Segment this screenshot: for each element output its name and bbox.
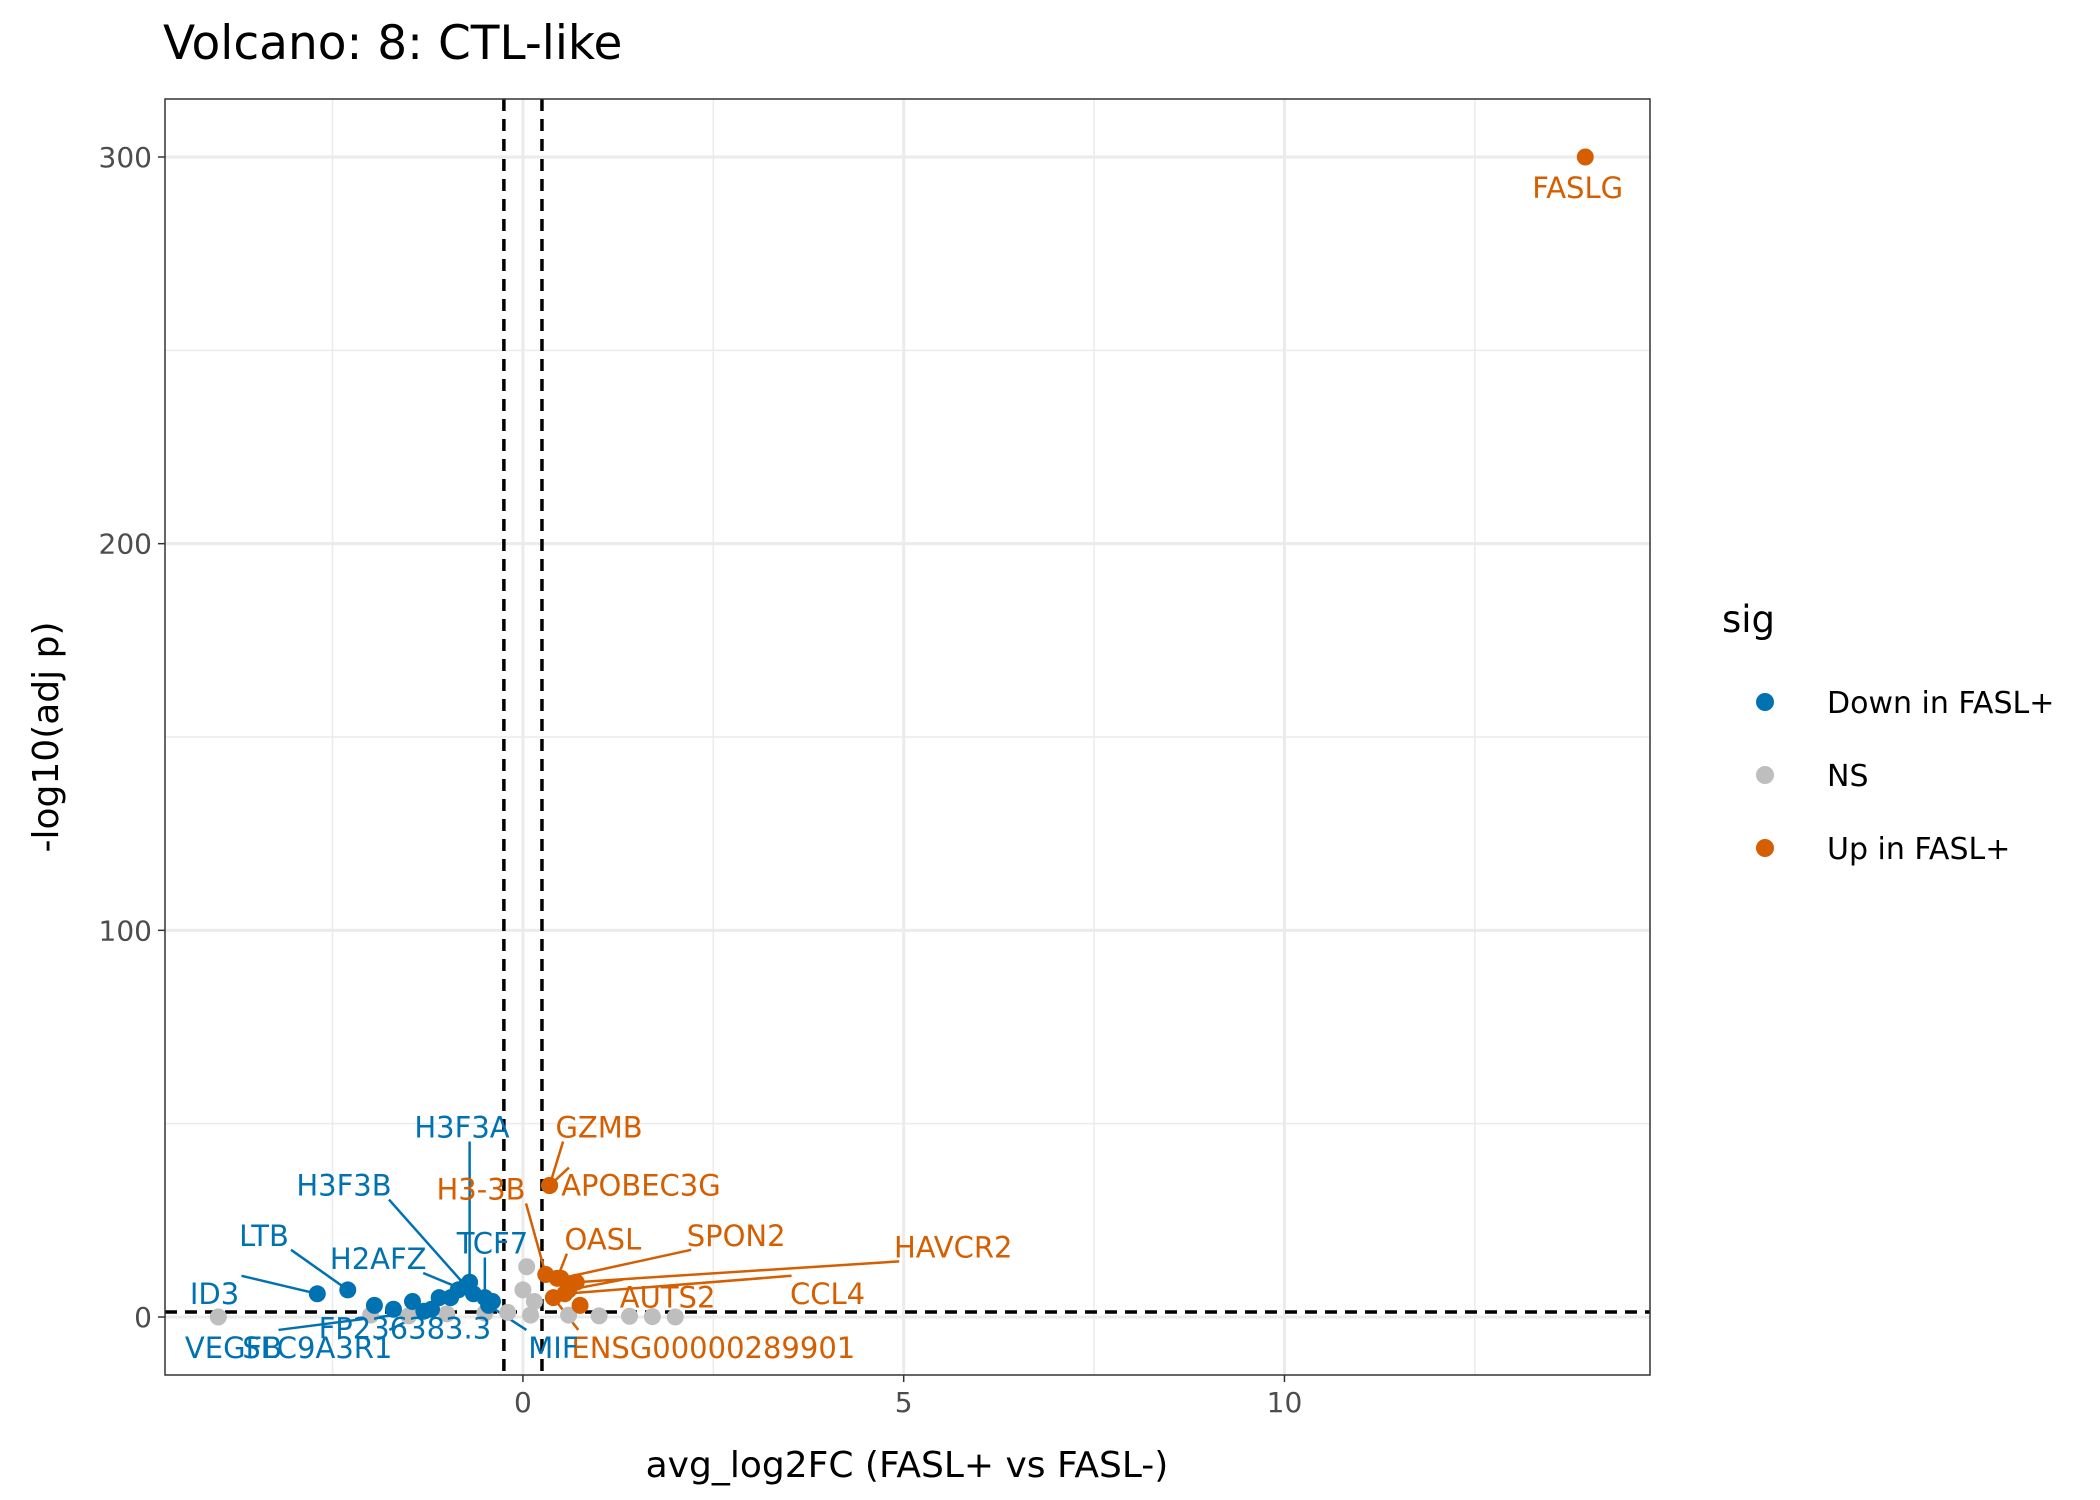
legend-label: NS: [1827, 759, 1868, 794]
gene-label: H2AFZ: [330, 1242, 427, 1276]
minor-gridlines: [165, 99, 1650, 1375]
gene-label: FP236383.3: [319, 1312, 492, 1346]
gene-label: ID3: [190, 1277, 239, 1311]
data-point-down: [308, 1285, 326, 1303]
plot-border: [164, 98, 1651, 1376]
data-point-ns: [560, 1306, 578, 1324]
gene-label: H3-3B: [436, 1172, 525, 1206]
gene-label: GZMB: [555, 1111, 642, 1145]
data-point-ns: [209, 1308, 227, 1326]
y-axis-label: -log10(adj p): [26, 622, 67, 853]
data-point-ns: [400, 1307, 418, 1325]
data-point-down: [449, 1281, 467, 1299]
legend-label: Up in FASL+: [1827, 832, 2010, 867]
gene-label: ENSG00000289901: [571, 1331, 855, 1365]
legend-label: Down in FASL+: [1827, 686, 2054, 721]
legend-key-down: [1756, 693, 1774, 711]
gene-label: SLC9A3R1: [242, 1331, 392, 1365]
label-leader-line: [241, 1274, 318, 1296]
y-tick-label: 100: [99, 914, 152, 947]
gene-label: SPON2: [687, 1219, 786, 1253]
y-axis-ticks: 0 100 200 300: [99, 141, 165, 1334]
data-points: [209, 148, 1594, 1326]
legend-title: sig: [1722, 598, 1775, 641]
data-point-ns: [666, 1308, 684, 1326]
data-point-down: [480, 1296, 498, 1314]
label-leader-line: [524, 1203, 547, 1275]
legend-items: Down in FASL+ NS Up in FASL+: [1756, 686, 2054, 867]
gene-label: CCL4: [790, 1277, 865, 1311]
y-tick-label: 300: [99, 141, 152, 174]
data-point-down: [384, 1300, 402, 1318]
data-point-ns: [438, 1305, 456, 1323]
data-point-down: [430, 1289, 448, 1307]
data-point-ns: [590, 1307, 608, 1325]
x-tick-label: 5: [895, 1386, 913, 1419]
gene-label: H3F3A: [414, 1111, 509, 1145]
x-tick-label: 10: [1267, 1386, 1303, 1419]
data-point-down: [339, 1281, 357, 1299]
y-tick-label: 200: [99, 528, 152, 561]
x-axis-ticks: 0 5 10: [514, 1375, 1302, 1419]
data-point-ns: [621, 1307, 639, 1325]
data-point-down: [415, 1302, 433, 1320]
data-point-ns: [499, 1303, 517, 1321]
gene-label: OASL: [565, 1223, 642, 1257]
legend: sig Down in FASL+ NS Up in FASL+: [1722, 598, 2054, 867]
legend-key-up: [1756, 839, 1774, 857]
label-leader-line: [576, 1260, 900, 1284]
data-point-ns: [643, 1308, 661, 1326]
gene-label: LTB: [239, 1219, 289, 1253]
label-leader-line: [560, 1248, 692, 1280]
data-point-ns: [525, 1293, 543, 1311]
label-leader-line: [564, 1274, 792, 1296]
x-axis-label: avg_log2FC (FASL+ vs FASL-): [646, 1445, 1169, 1486]
label-leader-line: [290, 1248, 349, 1291]
gene-label: AUTS2: [620, 1281, 716, 1315]
data-point-ns: [518, 1258, 536, 1276]
legend-key-ns: [1756, 766, 1774, 784]
data-point-up: [544, 1289, 562, 1307]
data-point-up: [541, 1177, 559, 1195]
chart-title: Volcano: 8: CTL-like: [163, 16, 622, 71]
data-point-up: [571, 1296, 589, 1314]
data-point-down: [365, 1296, 383, 1314]
gene-label: HAVCR2: [894, 1230, 1012, 1264]
data-point-down: [404, 1293, 421, 1311]
gene-label: APOBEC3G: [561, 1169, 721, 1203]
gene-label: H3F3B: [296, 1169, 391, 1203]
gene-label: TCF7: [456, 1227, 528, 1261]
data-point-ns: [522, 1306, 540, 1324]
gene-label: MIF: [528, 1331, 578, 1365]
label-leader-line: [388, 1198, 467, 1287]
y-tick-label: 0: [134, 1301, 152, 1334]
gene-labels: FASLG GZMB APOBEC3G H3-3B OASL SPON2 HAVCR2 AUT…: [185, 171, 1623, 1365]
x-tick-label: 0: [514, 1386, 532, 1419]
gene-label: VEGFB: [185, 1331, 282, 1365]
gene-label: FASLG: [1532, 171, 1623, 205]
data-point-ns: [514, 1281, 532, 1299]
data-point-up: [1576, 148, 1594, 166]
